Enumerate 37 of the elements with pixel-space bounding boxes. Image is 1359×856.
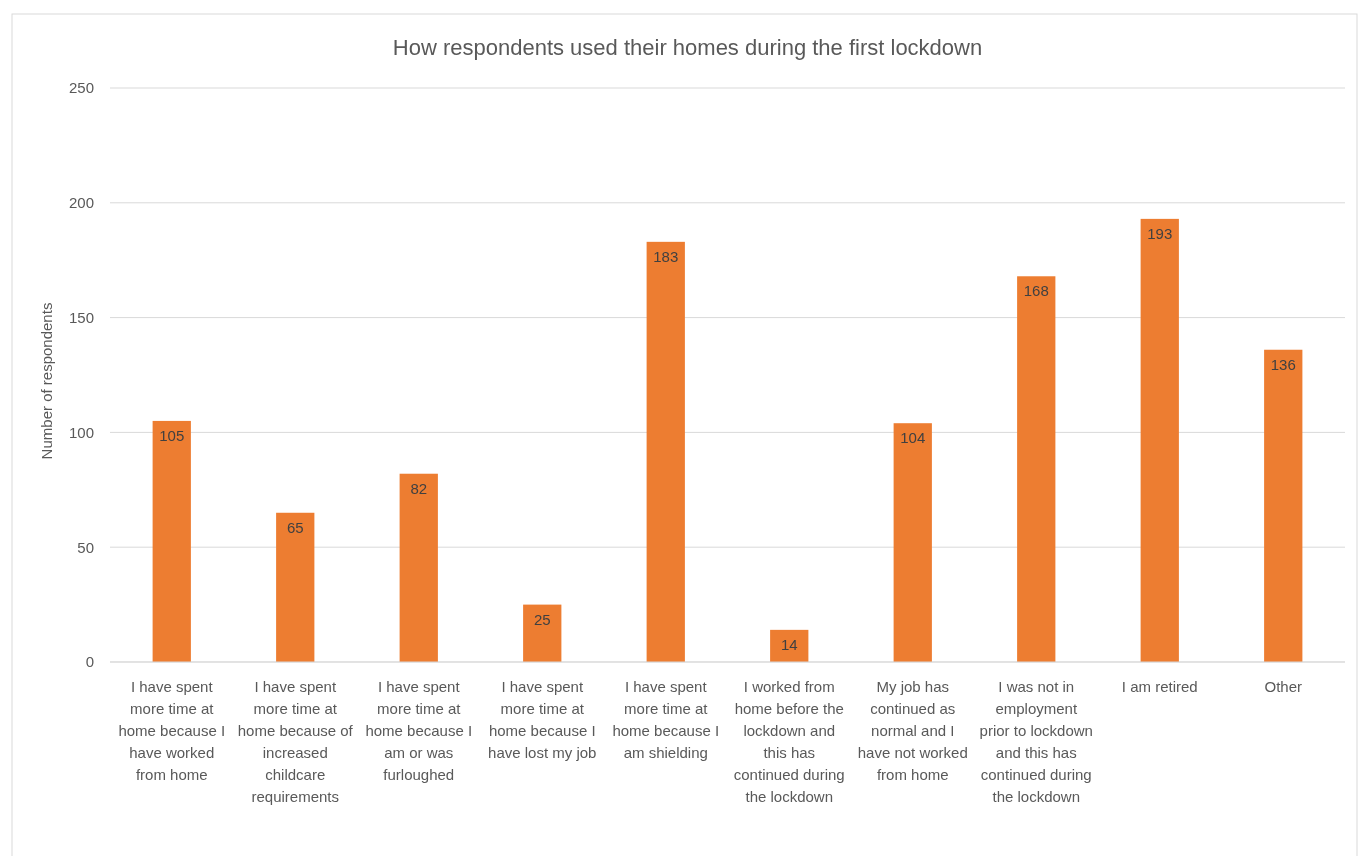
x-tick-label: I have spent more time at home because I have lost my job <box>488 678 597 761</box>
data-label: 136 <box>1270 355 1296 373</box>
bar <box>523 604 562 662</box>
x-tick-label: I am retired <box>1121 678 1198 695</box>
bar <box>1264 349 1303 662</box>
chart-title: How respondents used their homes during the first lockdown <box>392 35 983 60</box>
x-tick-label: I have spent more time at home because I am or was furloughed <box>365 678 473 783</box>
x-tick-label: I have spent more time at home because I have worked from home <box>118 678 226 783</box>
data-label: 82 <box>410 479 428 497</box>
x-tick-label: I was not in employment prior to lockdown and this has continued during the lockdown <box>979 678 1093 805</box>
bar <box>1140 218 1179 662</box>
data-label: 14 <box>780 635 798 653</box>
y-tick-label: 0 <box>85 653 94 671</box>
x-tick-label: My job has continued as normal and I have not worked from home <box>857 678 968 783</box>
bar <box>646 241 685 662</box>
data-label: 105 <box>159 426 185 444</box>
data-label: 168 <box>1023 282 1049 300</box>
bar <box>152 420 191 662</box>
x-tick-label: I have spent more time at home because of increased childcare requirements <box>237 678 354 805</box>
data-label: 183 <box>653 247 679 265</box>
x-tick-label: Other <box>1264 678 1303 695</box>
y-tick-label: 100 <box>68 423 94 441</box>
bar <box>1017 276 1056 662</box>
bar <box>399 473 438 662</box>
x-tick-label: I have spent more time at home because I am shielding <box>612 678 720 761</box>
data-label: 65 <box>286 518 304 536</box>
y-tick-label: 50 <box>77 538 94 556</box>
data-label: 25 <box>533 610 551 628</box>
bar <box>893 423 932 662</box>
y-axis-title: Number of respondents <box>38 302 55 460</box>
y-tick-label: 200 <box>68 194 94 212</box>
data-label: 104 <box>900 429 926 447</box>
data-label: 193 <box>1147 224 1173 242</box>
bar <box>276 512 315 662</box>
x-tick-label: I worked from home before the lockdown and this has continued during the lockdown <box>733 678 845 805</box>
y-tick-label: 250 <box>68 79 94 97</box>
y-tick-label: 150 <box>68 308 94 326</box>
